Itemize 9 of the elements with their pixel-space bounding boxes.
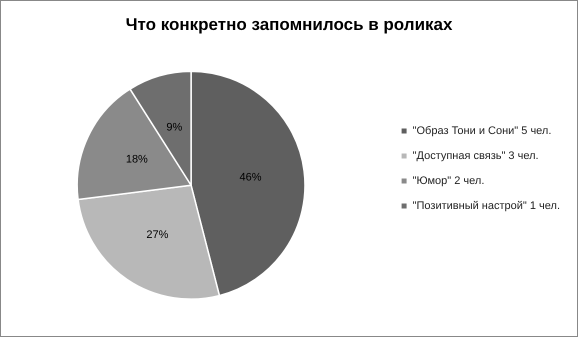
data-label: 18% bbox=[126, 154, 148, 166]
data-label: 27% bbox=[146, 228, 169, 241]
data-label: 46% bbox=[240, 172, 262, 184]
data-label: 9% bbox=[166, 122, 183, 134]
chart-title: Что конкретно запомнилось в роликах bbox=[126, 15, 453, 34]
legend-label: "Образ Тони и Сони" 5 чел. bbox=[412, 125, 552, 137]
legend-label: "Юмор" 2 чел. bbox=[412, 175, 484, 187]
legend-label: "Доступная связь" 3 чел. bbox=[412, 150, 539, 162]
legend-label: "Позитивный настрой" 1 чел. bbox=[412, 200, 560, 212]
